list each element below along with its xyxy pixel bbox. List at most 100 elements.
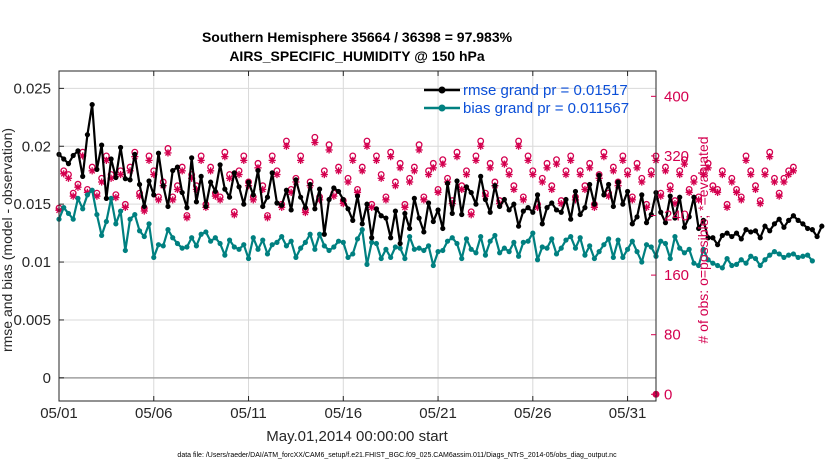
rmse-point — [492, 183, 498, 189]
bias-point — [634, 249, 640, 255]
obs-evaluated-stroke — [581, 186, 588, 193]
bias-point — [705, 257, 711, 263]
rmse-point — [316, 186, 323, 192]
rmse-point — [136, 181, 143, 188]
legend-bias-label: bias grand pr = 0.011567 — [463, 100, 629, 117]
rmse-point — [809, 227, 815, 233]
bias-point — [84, 192, 91, 198]
bias-point — [620, 254, 626, 261]
rmse-point — [463, 184, 470, 190]
bias-point — [809, 258, 815, 264]
obs-evaluated-marker — [766, 153, 774, 161]
bias-point — [312, 246, 318, 252]
bias-point — [132, 211, 138, 218]
obs-evaluated-marker — [557, 199, 565, 208]
bias-point — [629, 238, 635, 244]
obs-evaluated-marker — [785, 170, 793, 179]
y-tick-label: 0.025 — [13, 80, 51, 97]
rmse-point — [786, 217, 792, 223]
ticks — [58, 71, 656, 401]
y-tick-label-right: 160 — [664, 267, 689, 284]
y-tick-label-right: 80 — [664, 327, 681, 344]
bias-point — [269, 242, 275, 248]
rmse-point — [696, 225, 702, 232]
rmse-point — [421, 229, 427, 235]
obs-evaluated-marker — [349, 156, 357, 164]
obs-evaluated-marker — [173, 185, 182, 194]
obs-evaluated-marker — [732, 188, 741, 197]
rmse-point — [596, 172, 602, 178]
obs-evaluated-marker — [728, 178, 736, 186]
rmse-point — [700, 217, 706, 223]
bias-point — [160, 243, 166, 249]
obs-evaluated-marker — [363, 142, 371, 150]
obs-evaluated-marker — [415, 146, 423, 154]
rmse-point — [222, 186, 228, 192]
rmse-point — [269, 170, 275, 176]
rmse-point — [373, 206, 380, 212]
obs-evaluated-marker — [704, 164, 712, 172]
obs-evaluated-stroke — [169, 196, 176, 203]
rmse-point — [568, 216, 574, 222]
obs-evaluated-marker — [751, 185, 760, 194]
obs-evaluated-stroke — [103, 157, 110, 164]
bias-point — [61, 205, 67, 211]
obs-evaluated-stroke — [705, 164, 712, 171]
obs-evaluated-marker — [268, 156, 276, 164]
rmse-point — [539, 221, 545, 227]
rmse-point — [724, 230, 730, 236]
obs-evaluated-stroke — [463, 171, 470, 178]
x-tick-label: 05/06 — [135, 405, 173, 422]
obs-evaluated-stroke — [558, 200, 565, 207]
obs-evaluated-stroke — [250, 196, 257, 203]
obs-evaluated-stroke — [785, 171, 792, 178]
obs-evaluated-stroke — [430, 164, 437, 171]
rmse-point — [340, 196, 346, 203]
obs-evaluated-stroke — [183, 214, 190, 221]
obs-evaluated-marker — [538, 178, 546, 186]
obs-evaluated-stroke — [733, 189, 740, 196]
bias-point — [539, 244, 545, 250]
rmse-point — [155, 150, 162, 156]
bias-point — [549, 236, 555, 242]
obs-evaluated-stroke — [600, 153, 607, 160]
obs-evaluated-marker — [434, 188, 442, 197]
rmse-point — [61, 156, 67, 162]
bias-point — [359, 227, 365, 233]
bias-point — [364, 261, 370, 267]
bias-point — [724, 255, 730, 262]
rmse-point — [198, 173, 204, 179]
bias-point — [444, 238, 451, 244]
rmse-point — [819, 223, 825, 229]
obs-evaluated-stroke — [638, 178, 645, 185]
rmse-point — [752, 228, 759, 234]
bias-point — [501, 245, 507, 251]
rmse-point — [184, 205, 190, 211]
bias-point — [421, 247, 427, 254]
bias-point — [587, 243, 593, 249]
obs-evaluated-stroke — [562, 171, 569, 178]
bias-point — [596, 249, 602, 255]
obs-evaluated-stroke — [780, 178, 787, 185]
obs-evaluated-stroke — [425, 171, 432, 178]
bias-point — [729, 262, 735, 269]
bias-point — [392, 244, 399, 250]
rmse-point — [350, 217, 356, 223]
bias-point — [430, 262, 436, 269]
obs-evaluated-marker — [661, 167, 670, 175]
obs-evaluated-marker — [723, 203, 731, 211]
obs-evaluated-stroke — [761, 171, 768, 178]
rmse-point — [771, 221, 778, 227]
rmse-point — [515, 223, 522, 229]
rmse-point — [103, 195, 109, 201]
rmse-point — [776, 216, 782, 222]
bias-point — [440, 247, 446, 254]
obs-evaluated-stroke — [117, 171, 124, 178]
bias-point — [800, 253, 806, 259]
rmse-point — [482, 196, 489, 203]
obs-evaluated-stroke — [709, 186, 716, 193]
bias-point — [117, 208, 124, 214]
obs-evaluated-stroke — [747, 171, 754, 178]
rmse-point — [392, 208, 399, 214]
obs-evaluated-stroke — [700, 171, 707, 178]
